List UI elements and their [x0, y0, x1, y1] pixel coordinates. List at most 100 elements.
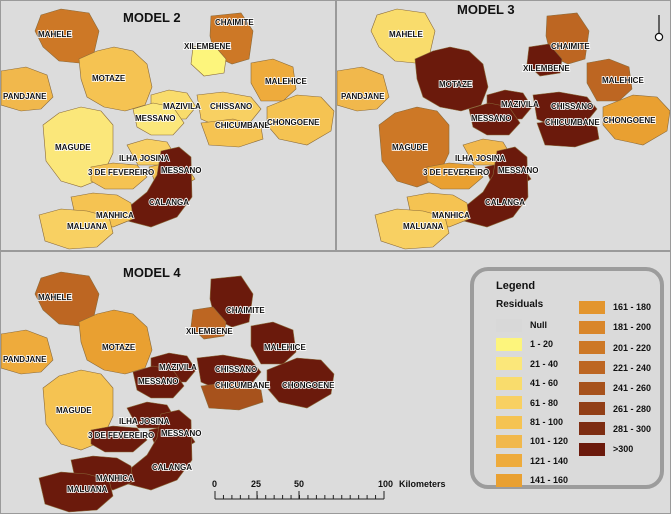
district-chongoene: [266, 357, 335, 409]
legend-label: 1 - 20: [530, 339, 554, 350]
legend-item: 281 - 300: [579, 422, 651, 436]
legend-label: >300: [613, 444, 634, 455]
legend-label: 161 - 180: [613, 302, 652, 312]
legend-item: 81 - 100: [496, 415, 563, 429]
district-3-de-fevereiro: [90, 162, 148, 190]
district-label: CHICUMBANE: [215, 121, 270, 130]
district-label: MESSANO: [161, 429, 201, 438]
district-label: CHAIMITE: [551, 42, 590, 51]
legend-item: 61 - 80: [496, 396, 558, 410]
legend-swatch: [579, 300, 605, 314]
district-3-de-fevereiro: [426, 162, 484, 190]
legend-item: 121 - 140: [496, 454, 568, 468]
district-label: MESSANO: [471, 114, 511, 123]
legend-item: 21 - 40: [496, 357, 558, 371]
district-label: CALANGA: [152, 463, 192, 472]
district-label: MANHICA: [432, 211, 470, 220]
scale-unit: Kilometers: [399, 479, 446, 489]
district-label: MALEHICE: [602, 76, 644, 85]
scale-tick-label: 100: [378, 479, 393, 489]
map-panel-model-3: MAHELE CHAIMITE XILEMBENE PANDJANE MOTAZE MAL…: [336, 0, 671, 251]
district-maluana: [374, 208, 450, 250]
legend-label: 181 - 200: [613, 322, 652, 333]
map-model-2: MAHELE CHAIMITE XILEMBENE PANDJANE MOTAZE MAL…: [1, 8, 335, 250]
scale-tick-label: 0: [212, 479, 217, 489]
legend-item: 101 - 120: [496, 434, 568, 448]
map-model-4: MAHELE CHAIMITE XILEMBENE PANDJANE MOTAZE MAL…: [1, 265, 336, 513]
legend-swatch: [496, 434, 522, 448]
district-chongoene: [266, 94, 335, 146]
legend-swatch: [579, 402, 605, 415]
legend-swatch: [496, 357, 522, 371]
legend-swatch: [496, 337, 522, 351]
district-label: MALEHICE: [265, 77, 307, 86]
district-label: CHONGOENE: [603, 116, 656, 125]
district-chissano: [532, 91, 598, 128]
legend-label: 41 - 60: [530, 378, 559, 389]
legend-label: 121 - 140: [530, 455, 569, 466]
district-label: CALANGA: [149, 198, 189, 207]
district-label: CHONGOENE: [282, 381, 335, 390]
district-label: MESSANO: [161, 166, 201, 175]
district-label: XILEMBENE: [186, 327, 233, 336]
district-label: CHICUMBANE: [215, 381, 270, 390]
district-malehice: [250, 58, 297, 102]
map-title: MODEL 2: [123, 10, 181, 25]
district-chicumbane: [536, 118, 600, 148]
legend-label: 61 - 80: [530, 397, 559, 408]
legend-swatch: [579, 422, 605, 436]
district-xilembene: [190, 43, 227, 77]
district-label: 3 DE FEVEREIRO: [88, 168, 154, 177]
legend: Legend Residuals Null 1 - 20 21 - 40 41 - 6…: [470, 267, 664, 489]
map-title: MODEL 4: [123, 265, 181, 280]
district-maluana: [38, 208, 114, 250]
district-pandjane: [1, 329, 54, 375]
district-xilembene: [190, 306, 227, 340]
district-label: MALUANA: [67, 485, 108, 494]
legend-label: 21 - 40: [530, 358, 559, 369]
district-calanga: [127, 146, 193, 228]
district-label: XILEMBENE: [523, 64, 570, 73]
district-label: MAHELE: [38, 30, 72, 39]
district-label: MANHICA: [96, 474, 134, 483]
map-title: MODEL 3: [457, 2, 515, 17]
legend-swatch: [496, 376, 522, 390]
legend-item: 221 - 240: [579, 361, 651, 375]
legend-swatch: [496, 415, 522, 429]
district-label: PANDJANE: [3, 355, 47, 364]
legend-swatch: [579, 381, 605, 395]
district-label: MESSANO: [498, 166, 538, 175]
district-label: MANHICA: [96, 211, 134, 220]
legend-swatch: [579, 442, 605, 456]
district-label: CALANGA: [485, 198, 525, 207]
legend-label: 241 - 260: [613, 383, 652, 394]
legend-item: >300: [579, 442, 633, 456]
scale-tick-label: 50: [294, 479, 304, 489]
district-label: MALUANA: [403, 222, 444, 231]
district-motaze: [78, 309, 153, 375]
map-model-3: MAHELE CHAIMITE XILEMBENE PANDJANE MOTAZE MAL…: [337, 2, 670, 250]
district-motaze: [78, 46, 153, 112]
legend-label: 281 - 300: [613, 423, 652, 434]
scale-bar: 0 25 50 100 Kilometers: [212, 479, 446, 500]
district-motaze: [414, 46, 489, 112]
district-messano: [132, 365, 185, 399]
district-chaimite: [545, 12, 590, 65]
district-label: CHONGOENE: [267, 118, 320, 127]
district-xilembene: [526, 43, 563, 77]
district-label: MAGUDE: [392, 143, 428, 152]
district-label: CHICUMBANE: [545, 118, 600, 127]
district-label: MALEHICE: [264, 343, 306, 352]
legend-title: Legend: [496, 280, 536, 292]
district-label: MAGUDE: [56, 406, 92, 415]
district-label: ILHA JOSINA: [455, 154, 506, 163]
district-pandjane: [1, 66, 54, 112]
district-chongoene: [602, 94, 670, 146]
district-label: XILEMBENE: [184, 42, 231, 51]
legend-item: 181 - 200: [579, 320, 651, 334]
district-label: MAHELE: [389, 30, 423, 39]
legend-subtitle: Residuals: [496, 299, 544, 310]
legend-label: 201 - 220: [613, 342, 652, 353]
legend-item: Null: [496, 318, 547, 332]
